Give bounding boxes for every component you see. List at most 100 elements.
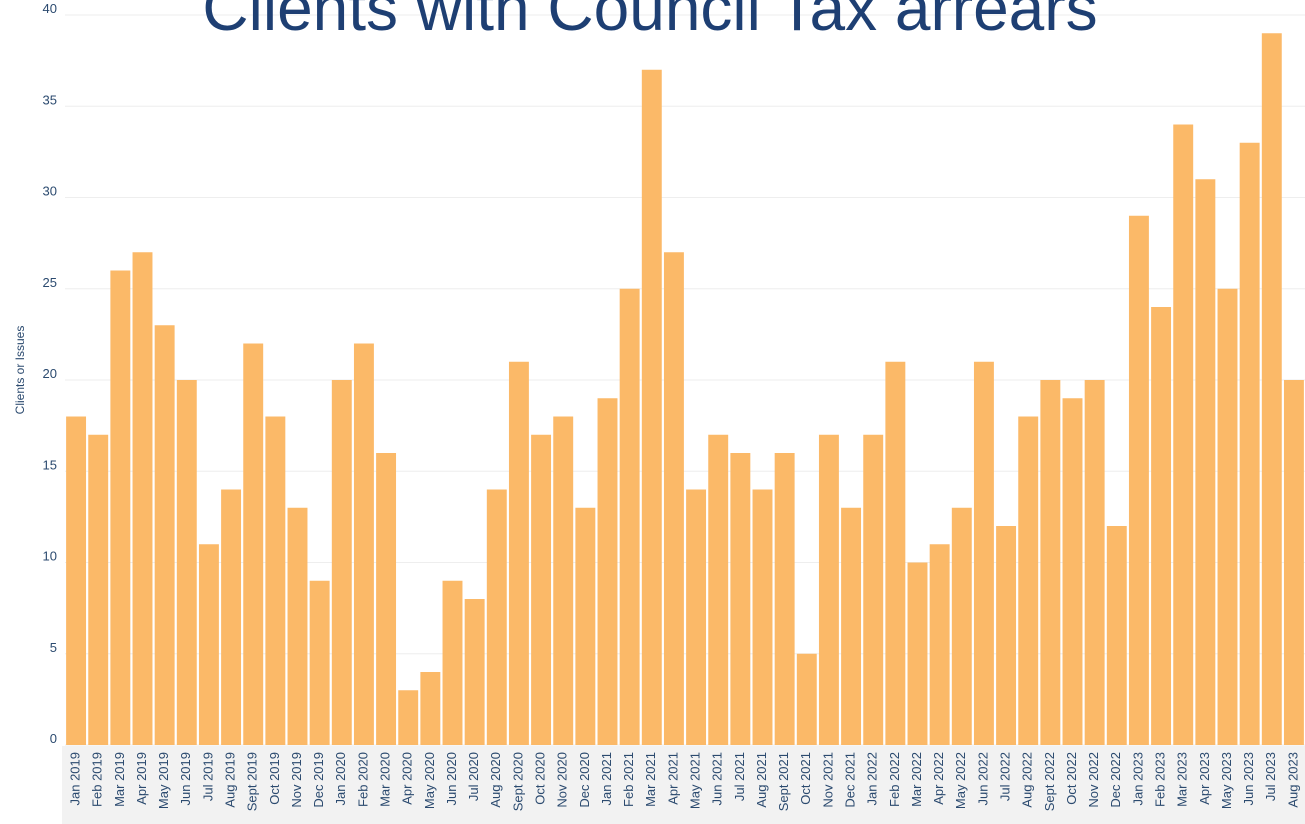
bar [398, 690, 419, 745]
x-tick-label: Jan 2022 [865, 752, 880, 806]
x-tick-label: Dec 2022 [1108, 752, 1123, 808]
x-tick-label: Feb 2021 [621, 752, 636, 807]
bar [442, 580, 463, 745]
bar [1084, 380, 1105, 745]
x-tick-label: Apr 2021 [665, 752, 680, 805]
bar [353, 343, 374, 745]
bar [774, 453, 795, 745]
x-tick-label: Jul 2021 [732, 752, 747, 801]
bar [1128, 215, 1149, 745]
x-tick-label: Jan 2020 [333, 752, 348, 806]
y-tick-label: 0 [50, 731, 57, 746]
bar [154, 325, 175, 745]
bar [597, 398, 618, 745]
bar [66, 416, 87, 745]
x-tick-label: Jun 2021 [710, 752, 725, 806]
x-tick-label: Jun 2022 [975, 752, 990, 806]
x-tick-label: Oct 2022 [1064, 752, 1079, 805]
bar [88, 434, 109, 745]
x-tick-label: Jul 2019 [200, 752, 215, 801]
x-tick-label: Sept 2020 [510, 752, 525, 811]
bar [331, 380, 352, 745]
bar [376, 453, 397, 745]
x-tick-label: Nov 2020 [555, 752, 570, 808]
y-tick-label: 40 [43, 1, 57, 16]
bar [818, 434, 839, 745]
x-tick-label: Jul 2020 [466, 752, 481, 801]
x-tick-label: Feb 2023 [1153, 752, 1168, 807]
bar [1283, 380, 1304, 745]
bar [996, 526, 1017, 745]
bar [1239, 142, 1260, 745]
x-axis-band [62, 746, 1305, 824]
bar [176, 380, 197, 745]
x-tick-label: Jun 2023 [1241, 752, 1256, 806]
bar [841, 507, 862, 745]
bar [1195, 179, 1216, 745]
x-tick-label: Jan 2023 [1130, 752, 1145, 806]
chart-title: Clients with Council Tax arrears [202, 0, 1097, 44]
x-tick-label: Aug 2021 [754, 752, 769, 808]
bar [907, 562, 928, 745]
y-tick-label: 20 [43, 366, 57, 381]
x-tick-label: Oct 2019 [267, 752, 282, 805]
x-tick-label: Aug 2023 [1285, 752, 1300, 808]
bar [420, 672, 441, 745]
y-tick-label: 35 [43, 92, 57, 107]
bar [110, 270, 131, 745]
bar [1173, 124, 1194, 745]
bar [132, 252, 153, 745]
x-tick-label: Apr 2019 [134, 752, 149, 805]
bar [486, 489, 507, 745]
y-axis-label: Clients or Issues [13, 326, 27, 415]
x-tick-label: May 2022 [953, 752, 968, 809]
x-tick-label: Jun 2019 [178, 752, 193, 806]
bar [951, 507, 972, 745]
bar [1217, 288, 1238, 745]
bar [973, 361, 994, 745]
y-tick-label: 25 [43, 275, 57, 290]
bar [619, 288, 640, 745]
bar [1106, 526, 1127, 745]
bar [198, 544, 219, 745]
x-tick-label: Nov 2019 [289, 752, 304, 808]
x-tick-label: Nov 2022 [1086, 752, 1101, 808]
x-tick-label: Dec 2021 [843, 752, 858, 808]
bar [752, 489, 773, 745]
bar [531, 434, 552, 745]
x-tick-label: Mar 2020 [378, 752, 393, 807]
bar [641, 69, 662, 745]
y-tick-label: 30 [43, 184, 57, 199]
bar [243, 343, 264, 745]
x-tick-label: Apr 2022 [931, 752, 946, 805]
y-tick-label: 5 [50, 640, 57, 655]
x-tick-label: May 2020 [422, 752, 437, 809]
bar [309, 580, 330, 745]
y-tick-label: 15 [43, 457, 57, 472]
x-tick-label: May 2023 [1219, 752, 1234, 809]
bar [796, 653, 817, 745]
x-tick-label: Sept 2022 [1042, 752, 1057, 811]
x-tick-label: Mar 2021 [643, 752, 658, 807]
x-tick-label: Jul 2023 [1263, 752, 1278, 801]
bar [686, 489, 707, 745]
x-tick-label: Oct 2021 [798, 752, 813, 805]
bar [1062, 398, 1083, 745]
x-tick-label: Mar 2023 [1175, 752, 1190, 807]
bar [508, 361, 529, 745]
x-tick-label: Feb 2022 [887, 752, 902, 807]
bar [287, 507, 308, 745]
bar [663, 252, 684, 745]
x-tick-label: Dec 2019 [311, 752, 326, 808]
bar [1151, 307, 1172, 745]
x-tick-label: Feb 2019 [90, 752, 105, 807]
x-tick-label: Mar 2022 [909, 752, 924, 807]
bar [885, 361, 906, 745]
x-tick-label: Aug 2019 [223, 752, 238, 808]
bar [929, 544, 950, 745]
bar [553, 416, 574, 745]
bar [730, 453, 751, 745]
x-tick-label: Jul 2022 [998, 752, 1013, 801]
y-tick-label: 10 [43, 549, 57, 564]
